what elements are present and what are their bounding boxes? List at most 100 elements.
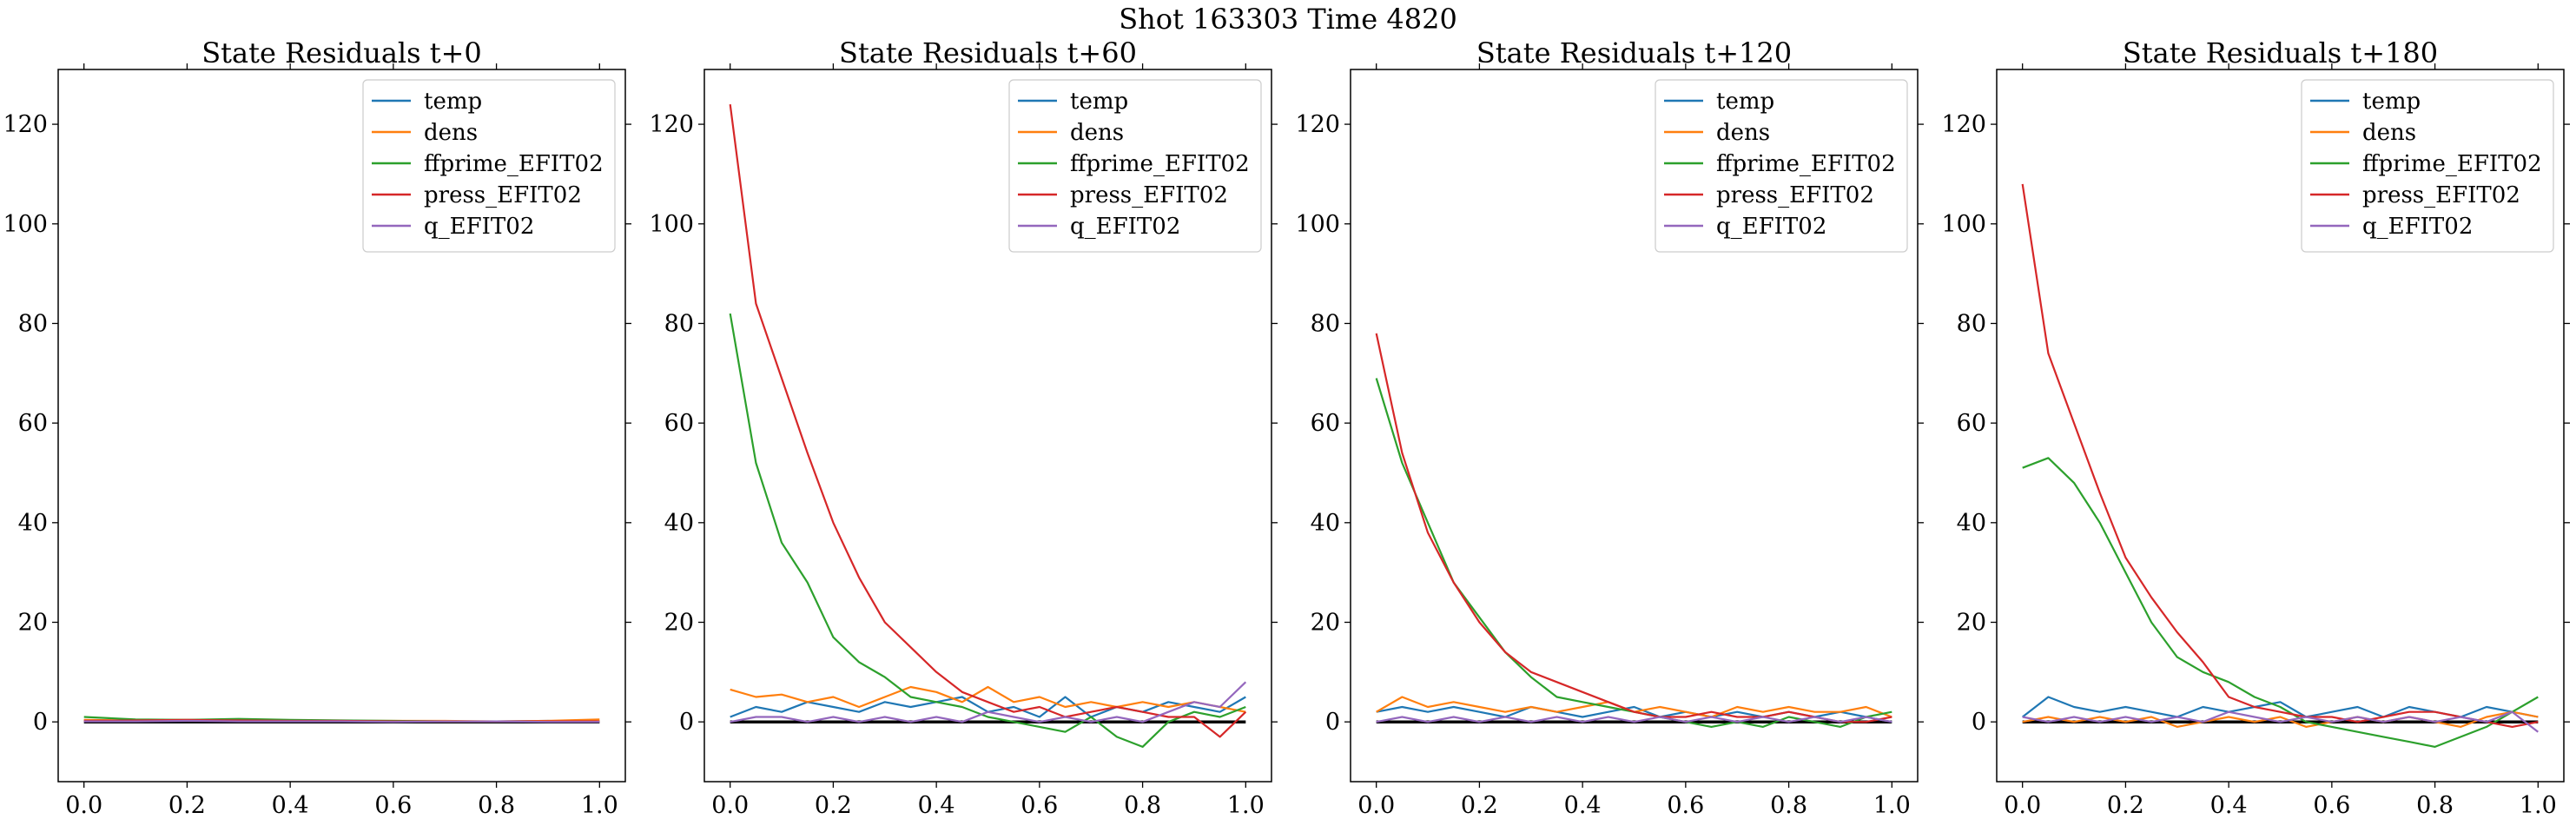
legend-box [2301, 79, 2554, 253]
series-line-q_EFIT02 [2022, 710, 2539, 733]
legend-entry: press_EFIT02 [1716, 182, 1874, 208]
axes-frame [1350, 69, 1919, 783]
subplot-3: State Residuals t+120 0.0 0.2 0.4 0.6 0.8 1.0 0… [1295, 36, 1924, 819]
y-tick-label: 20 [18, 610, 48, 637]
axes-frame [1996, 69, 2565, 783]
plot-area [2021, 183, 2539, 749]
y-tick-label: 60 [1957, 410, 1986, 437]
legend-box [1008, 79, 1262, 253]
legend: temp dens ffprime_EFIT02 press_EFIT02 q_EFIT… [2301, 79, 2554, 253]
legend-entry: q_EFIT02 [424, 214, 534, 240]
x-tick-label: 0.8 [1124, 792, 1161, 819]
x-tick-label: 0.0 [2004, 792, 2041, 819]
x-tick-label: 1.0 [2520, 792, 2557, 819]
y-tick-label: 0 [1325, 709, 1340, 736]
legend-entry: ffprime_EFIT02 [1070, 151, 1250, 177]
x-tick-label: 0.2 [1461, 792, 1498, 819]
x-tick-label: 0.0 [711, 792, 749, 819]
series-line-dens [730, 685, 1246, 713]
legend-entry: q_EFIT02 [2362, 214, 2473, 240]
x-tick-label: 0.4 [272, 792, 309, 819]
x-tick-label: 0.2 [168, 792, 206, 819]
subplot-2: State Residuals t+60 0.0 0.2 0.4 0.6 0.8 1.0 0 2… [649, 36, 1278, 819]
series-line-ffprime_EFIT02 [1375, 378, 1892, 729]
series-line-q_EFIT02 [730, 681, 1247, 723]
legend: temp dens ffprime_EFIT02 press_EFIT02 q_EFIT… [362, 79, 616, 253]
axes-frame [703, 69, 1272, 783]
x-tick-label: 0.4 [1564, 792, 1602, 819]
subplot-title: State Residuals t+60 [839, 36, 1137, 69]
y-tick-label: 20 [664, 610, 694, 637]
x-tick-label: 0.8 [1770, 792, 1807, 819]
plot-area [1375, 333, 1892, 729]
series-line-q_EFIT02 [83, 719, 600, 723]
series-line-q_EFIT02 [1376, 716, 1892, 723]
legend-entry: dens [1716, 120, 1770, 146]
x-tick-label: 0.0 [65, 792, 102, 819]
x-tick-label: 0.2 [2107, 792, 2144, 819]
y-tick-label: 120 [649, 111, 694, 138]
figure-title: Shot 163303 Time 4820 [1119, 3, 1457, 36]
legend-entry: dens [2362, 120, 2416, 146]
series-line-temp [1376, 705, 1892, 723]
x-tick-label: 0.2 [815, 792, 852, 819]
legend-entry: ffprime_EFIT02 [424, 151, 604, 177]
x-tick-label: 1.0 [581, 792, 618, 819]
subplot-1: State Residuals t+0 0.0 0.2 0.4 0.6 0.8 1.0 0 20… [3, 36, 631, 819]
legend: temp dens ffprime_EFIT02 press_EFIT02 q_EFIT… [1655, 79, 1908, 253]
x-tick-label: 1.0 [1227, 792, 1265, 819]
subplot-title: State Residuals t+0 [201, 36, 482, 69]
legend-box [1655, 79, 1908, 253]
x-tick-label: 0.8 [2416, 792, 2454, 819]
y-tick-label: 40 [18, 510, 48, 537]
y-tick-label: 0 [679, 709, 694, 736]
x-tick-label: 0.6 [1667, 792, 1704, 819]
legend-entry: press_EFIT02 [1070, 182, 1228, 208]
subplot-title: State Residuals t+180 [2123, 36, 2438, 69]
series-line-ffprime_EFIT02 [2022, 457, 2539, 749]
legend-entry: temp [1070, 89, 1128, 115]
y-tick-label: 80 [664, 310, 694, 337]
plot-area [83, 716, 600, 723]
subplot-4: State Residuals t+180 0.0 0.2 0.4 0.6 0.8 1.0 0… [1941, 36, 2570, 819]
y-tick-label: 120 [1295, 111, 1340, 138]
plot-area [729, 103, 1247, 749]
x-tick-label: 1.0 [1873, 792, 1911, 819]
series-line-press_EFIT02 [1375, 333, 1892, 723]
subplot-title: State Residuals t+120 [1476, 36, 1792, 69]
legend-entry: temp [1716, 89, 1774, 115]
y-tick-label: 40 [1957, 510, 1986, 537]
y-tick-label: 100 [1941, 211, 1986, 238]
y-tick-label: 20 [1311, 610, 1340, 637]
x-tick-label: 0.8 [478, 792, 515, 819]
x-tick-label: 0.0 [1357, 792, 1395, 819]
y-tick-label: 40 [1311, 510, 1340, 537]
y-tick-label: 100 [649, 211, 694, 238]
legend-entry: temp [2362, 89, 2421, 115]
legend-entry: q_EFIT02 [1716, 214, 1826, 240]
y-tick-label: 0 [1972, 709, 1986, 736]
y-tick-label: 80 [18, 310, 48, 337]
y-tick-label: 20 [1957, 610, 1986, 637]
legend-entry: ffprime_EFIT02 [2362, 151, 2542, 177]
legend-entry: press_EFIT02 [424, 182, 582, 208]
x-tick-label: 0.6 [2313, 792, 2350, 819]
y-tick-label: 60 [664, 410, 694, 437]
y-tick-label: 100 [3, 211, 48, 238]
y-tick-label: 0 [33, 709, 48, 736]
legend: temp dens ffprime_EFIT02 press_EFIT02 q_EFIT… [1008, 79, 1262, 253]
legend-box [362, 79, 616, 253]
y-tick-label: 100 [1295, 211, 1340, 238]
y-tick-label: 80 [1311, 310, 1340, 337]
x-tick-label: 0.4 [2210, 792, 2248, 819]
x-tick-label: 0.6 [374, 792, 412, 819]
legend-entry: press_EFIT02 [2362, 182, 2520, 208]
y-tick-label: 60 [1311, 410, 1340, 437]
legend-entry: dens [1070, 120, 1124, 146]
y-tick-label: 120 [3, 111, 48, 138]
y-tick-label: 60 [18, 410, 48, 437]
subplots: State Residuals t+0 0.0 0.2 0.4 0.6 0.8 1.0 0 20… [3, 36, 2570, 819]
y-tick-label: 120 [1941, 111, 1986, 138]
axes-frame [57, 69, 626, 783]
